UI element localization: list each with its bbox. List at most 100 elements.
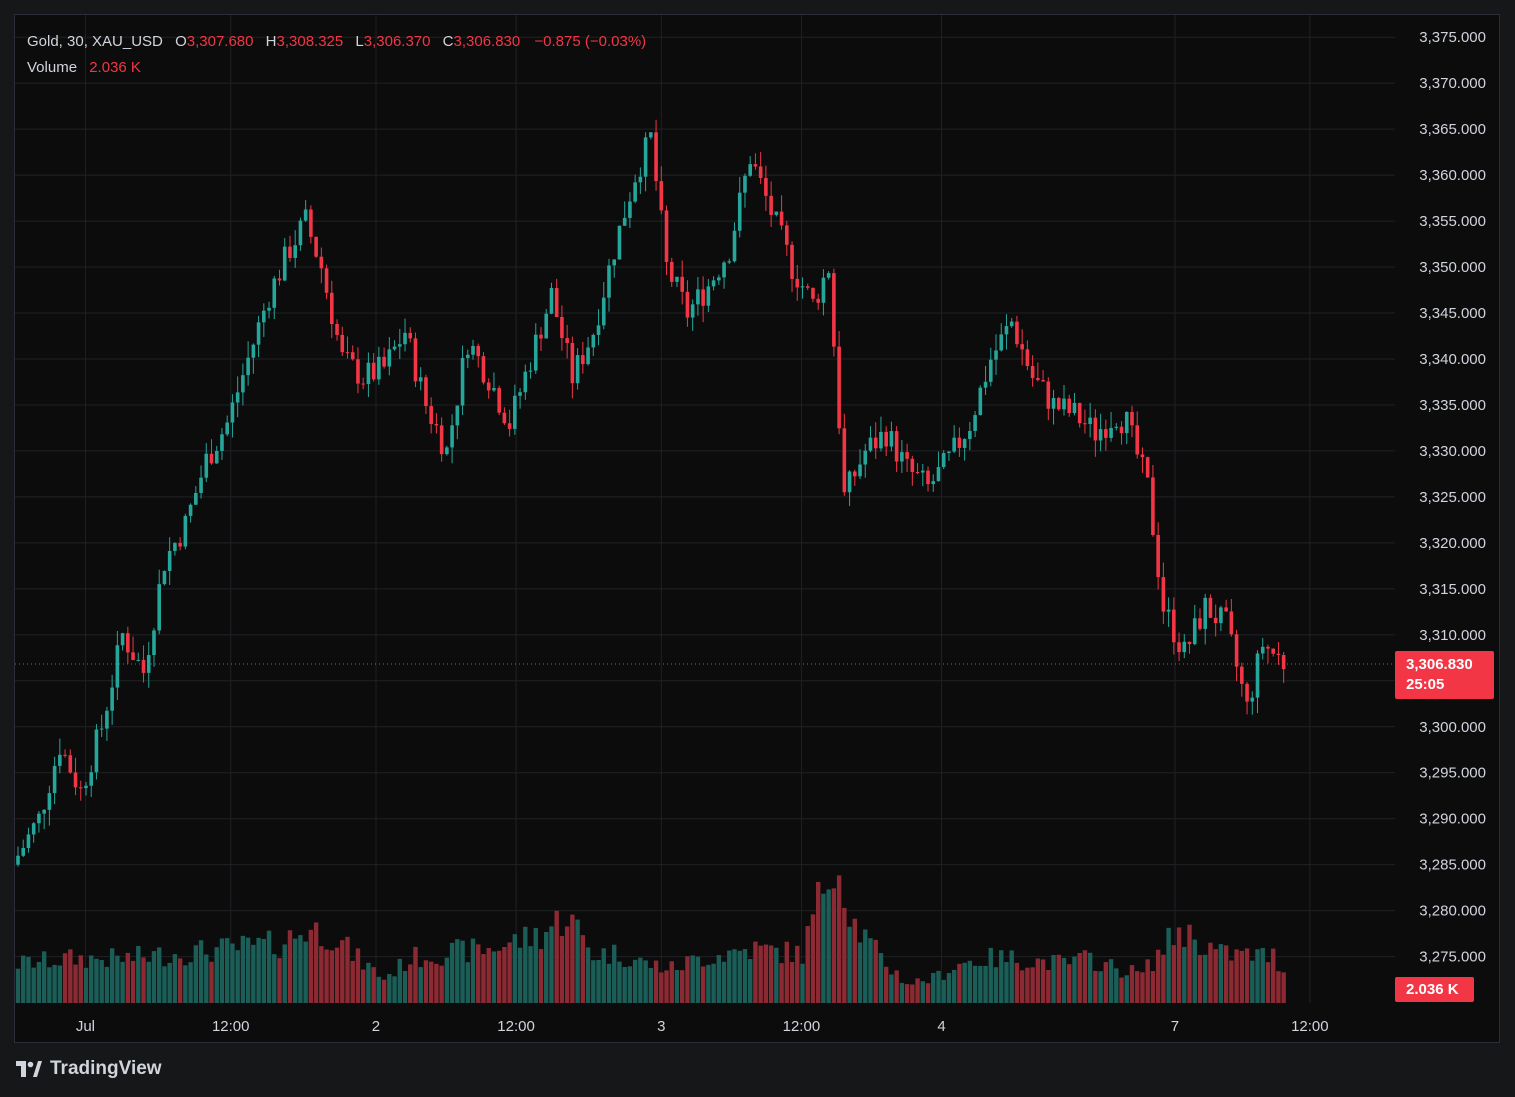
candle-body: [523, 371, 528, 393]
x-tick-label: Jul: [76, 1018, 95, 1035]
volume-bar: [1072, 956, 1077, 1003]
volume-bar: [141, 957, 146, 1003]
chart-legend: Gold, 30, XAU_USD O3,307.680 H3,308.325 …: [27, 29, 646, 81]
volume-bar: [1265, 962, 1271, 1003]
volume-bar: [460, 940, 465, 1003]
candle-body: [178, 543, 182, 547]
volume-bar: [256, 937, 261, 1003]
candle-body: [1219, 607, 1223, 624]
volume-bar: [204, 954, 209, 1003]
volume-bar: [313, 922, 319, 1003]
candle-body: [481, 356, 486, 383]
volume-bar: [1067, 964, 1072, 1003]
candle-body: [84, 785, 88, 789]
time-axis[interactable]: Jul 12:00 2 12:00 3 12:00 4 7 12:00: [76, 1018, 1329, 1035]
candle-body: [560, 316, 564, 339]
candle-body: [1119, 426, 1124, 434]
volume-bar: [779, 963, 784, 1003]
volume-bar: [758, 945, 763, 1003]
candle-body: [21, 847, 26, 856]
volume-bar: [481, 954, 486, 1003]
high-label: H: [265, 33, 277, 50]
volume-bar: [130, 960, 136, 1003]
candle-body: [256, 322, 261, 345]
candle-body: [544, 313, 549, 339]
x-tick-label: 3: [657, 1018, 665, 1035]
volume-bar: [298, 935, 303, 1003]
candle-body: [131, 652, 135, 661]
candle-body: [1260, 646, 1265, 654]
symbol-title[interactable]: Gold, 30, XAU_USD: [27, 33, 163, 50]
volume-bar: [193, 945, 199, 1003]
candle-body: [1077, 402, 1082, 424]
candle-body: [1203, 597, 1208, 629]
candle-body: [225, 422, 229, 435]
volume-bar: [669, 961, 674, 1003]
volume-bar: [214, 947, 219, 1003]
volume-bar: [21, 955, 26, 1003]
candle-body: [994, 350, 998, 360]
candle-body: [1020, 344, 1024, 350]
candle-body: [408, 332, 413, 339]
volume-bar: [439, 965, 444, 1003]
price-axis[interactable]: 3,375.000 3,370.000 3,365.000 3,360.000 3,35…: [1419, 29, 1486, 965]
candle-body: [403, 332, 407, 345]
volume-bar: [538, 949, 544, 1003]
volume-bar: [653, 960, 659, 1003]
branding[interactable]: TradingView: [16, 1058, 162, 1080]
volume-bar: [1140, 972, 1145, 1003]
volume-bar: [230, 943, 235, 1003]
candle-body: [465, 354, 470, 358]
volume-bar: [136, 946, 141, 1003]
volume-bar: [319, 946, 324, 1003]
volume-bar: [591, 960, 596, 1003]
volume-bar: [219, 938, 225, 1003]
candle-body: [706, 286, 711, 306]
candle-body: [790, 244, 794, 279]
volume-bar: [1213, 949, 1218, 1003]
volume-bar: [360, 969, 366, 1003]
y-tick-label: 3,330.000: [1419, 443, 1486, 460]
volume-bar: [763, 944, 769, 1003]
candle-body: [439, 425, 444, 455]
volume-bar: [423, 960, 429, 1003]
volume-bar: [104, 966, 110, 1003]
change-value: −0.875 (−0.03%): [534, 33, 647, 50]
volume-label[interactable]: Volume: [27, 59, 78, 76]
volume-bar: [612, 944, 617, 1003]
candle-body: [277, 278, 282, 281]
candle-body: [612, 259, 617, 266]
candle-body: [1109, 427, 1113, 438]
volume-bar: [962, 962, 967, 1003]
candle-body: [1224, 607, 1228, 612]
candle-body: [983, 381, 988, 388]
volume-bar: [1119, 977, 1124, 1003]
volume-bar: [768, 945, 774, 1003]
candle-body: [649, 132, 653, 138]
volume-bar: [810, 914, 816, 1003]
candle-body: [309, 209, 313, 237]
volume-bar: [292, 938, 298, 1003]
volume-bar: [695, 956, 701, 1003]
chart-panel[interactable]: 3,375.000 3,370.000 3,365.000 3,360.000 3,35…: [14, 14, 1500, 1043]
candle-body: [858, 464, 862, 477]
volume-bar: [1103, 962, 1109, 1003]
y-tick-label: 3,275.000: [1419, 949, 1486, 966]
bar-countdown: 25:05: [1406, 676, 1445, 693]
chart-canvas[interactable]: 3,375.000 3,370.000 3,365.000 3,360.000 3,35…: [15, 15, 1499, 1042]
volume-bar: [486, 947, 491, 1003]
volume-bar: [355, 948, 361, 1003]
candle-body: [335, 323, 339, 335]
volume-bar: [1182, 946, 1187, 1003]
candle-body: [220, 434, 224, 451]
candle-body: [1015, 321, 1019, 345]
candle-body: [978, 387, 983, 416]
candle-body: [314, 236, 318, 257]
candle-body: [1114, 426, 1119, 428]
candle-body: [800, 286, 805, 288]
volume-bars: [15, 875, 1286, 1003]
volume-bar: [183, 965, 188, 1003]
grid: [15, 15, 1395, 1003]
candle-body: [319, 256, 324, 269]
candle-body: [680, 276, 685, 292]
